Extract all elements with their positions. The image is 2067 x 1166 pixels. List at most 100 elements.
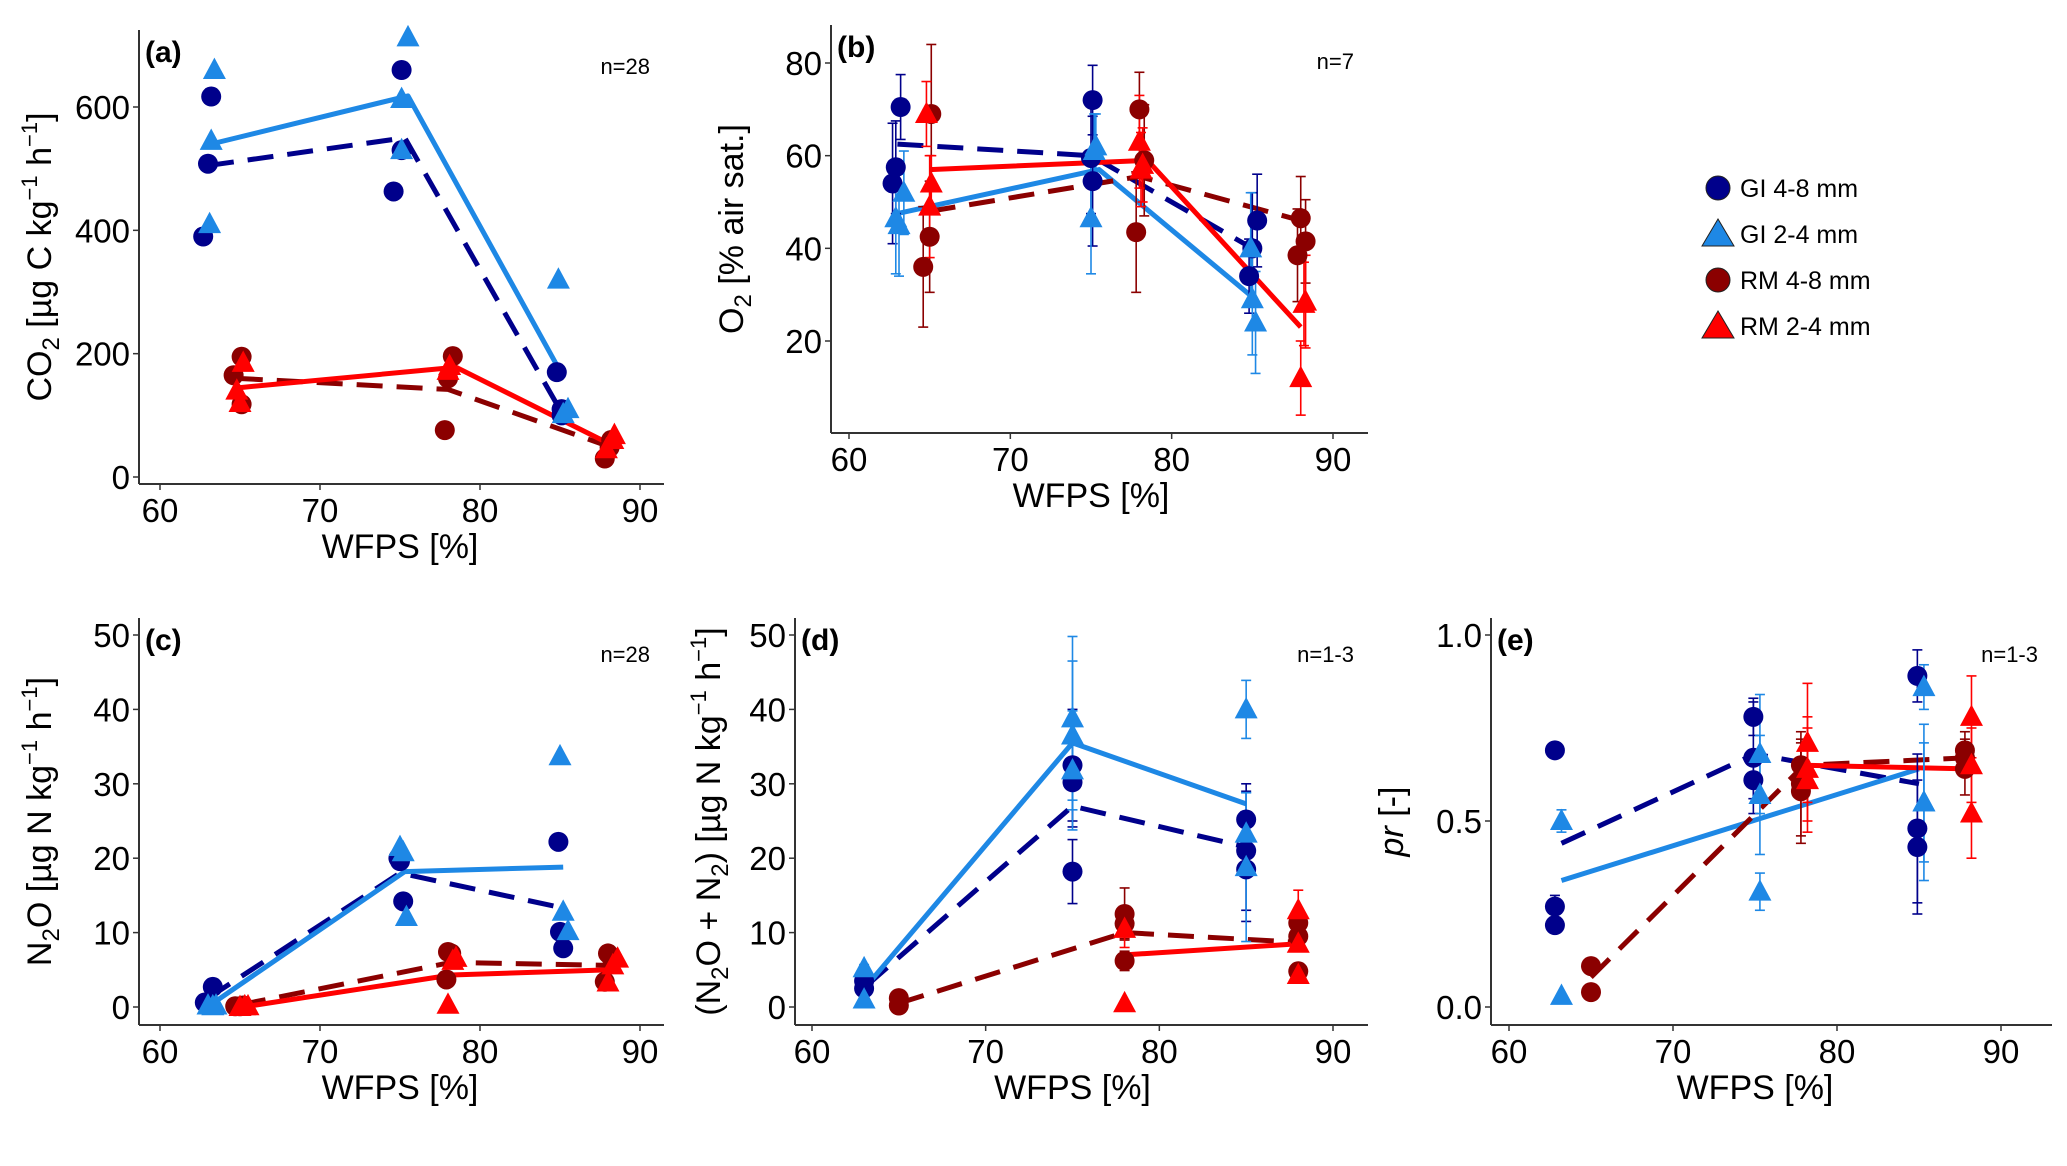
y-tick-label: 1.0: [1436, 617, 1482, 654]
series-line-rm-2-4-mm: [242, 967, 612, 1010]
y-tick-label: 10: [749, 915, 786, 952]
data-point-gi-2-4-mm: [1549, 808, 1573, 830]
data-point-gi-4-8-mm: [1082, 171, 1103, 192]
data-point-gi-2-4-mm: [1234, 697, 1258, 719]
x-tick-label: 80: [1141, 1033, 1178, 1070]
data-point-gi-2-4-mm: [1061, 758, 1084, 780]
x-tick-label: 80: [462, 492, 499, 529]
data-point-gi-2-4-mm: [390, 137, 414, 160]
legend-label: GI 2-4 mm: [1740, 221, 1858, 249]
data-point-rm-2-4-mm: [228, 390, 252, 412]
y-axis-title: CO2 [µg C kg−1 h−1]: [17, 112, 65, 401]
data-point-gi-2-4-mm: [556, 396, 580, 419]
data-point-gi-4-8-mm: [1544, 740, 1565, 761]
series-line-gi-4-8-mm: [207, 135, 566, 417]
data-point-rm-2-4-mm: [1795, 756, 1819, 778]
legend-triangle-icon: [1701, 310, 1735, 339]
data-point-rm-4-8-mm: [1126, 222, 1147, 243]
x-tick-label: 60: [831, 441, 868, 478]
data-point-gi-4-8-mm: [548, 831, 569, 852]
data-point-gi-2-4-mm: [551, 899, 575, 921]
data-point-gi-2-4-mm: [852, 955, 876, 978]
data-point-rm-2-4-mm: [1286, 931, 1310, 953]
series-line-rm-4-8-mm: [236, 375, 609, 449]
data-point-gi-4-8-mm: [1236, 809, 1257, 830]
data-point-gi-4-8-mm: [885, 157, 906, 178]
data-point-rm-2-4-mm: [596, 970, 620, 992]
data-point-rm-2-4-mm: [236, 993, 260, 1016]
data-point-rm-2-4-mm: [1959, 704, 1983, 726]
n-label: n=28: [600, 642, 650, 667]
data-point-gi-2-4-mm: [1239, 235, 1263, 258]
y-tick-label: 20: [749, 840, 786, 877]
data-point-gi-2-4-mm: [556, 918, 580, 941]
data-point-rm-4-8-mm: [913, 256, 934, 277]
x-tick-label: 90: [1315, 1033, 1352, 1070]
legend: GI 4-8 mm GI 2-4 mm RM 4-8 mm RM 2-4 mm: [1701, 175, 1871, 341]
panel-e: 60 70 80 90 0.0 0.5 1.0 WFPS [%] pr [-] (e) n=1-3: [1373, 617, 2052, 1107]
data-point-gi-4-8-mm: [882, 173, 903, 194]
y-axis-title: (N2O + N2) [µg N kg−1 h−1]: [686, 627, 734, 1015]
legend-label: GI 4-8 mm: [1740, 175, 1858, 203]
data-point-gi-4-8-mm: [383, 181, 404, 202]
data-point-gi-2-4-mm: [1244, 310, 1268, 332]
panel-tag: (d): [801, 624, 839, 657]
data-point-gi-4-8-mm: [1743, 706, 1764, 727]
data-point-rm-2-4-mm: [1795, 730, 1819, 752]
legend-item: RM 2-4 mm: [1701, 310, 1871, 341]
data-point-gi-4-8-mm: [546, 362, 567, 383]
data-point-gi-4-8-mm: [1082, 90, 1103, 111]
x-tick-label: 70: [967, 1033, 1004, 1070]
series-line-gi-2-4-mm: [1560, 766, 1920, 883]
data-point-gi-2-4-mm: [546, 267, 570, 289]
data-point-gi-4-8-mm: [1544, 915, 1565, 936]
data-point-gi-4-8-mm: [1236, 840, 1257, 861]
panel-c: 60 70 80 90 0 10 20 30 40 50 WFPS [%] N2O [µg N kg−…: [17, 617, 664, 1107]
data-point-rm-2-4-mm: [1286, 897, 1310, 920]
x-axis-title: WFPS [%]: [1013, 477, 1170, 515]
data-point-gi-2-4-mm: [1748, 782, 1772, 804]
y-tick-label: 10: [93, 915, 130, 952]
data-point-gi-2-4-mm: [391, 839, 415, 862]
data-point-rm-4-8-mm: [434, 420, 455, 441]
x-tick-label: 90: [1315, 441, 1352, 478]
data-point-gi-4-8-mm: [201, 86, 222, 107]
data-point-rm-4-8-mm: [1581, 982, 1601, 1003]
data-point-rm-2-4-mm: [1129, 157, 1153, 179]
y-tick-label: 50: [749, 617, 786, 654]
data-point-rm-2-4-mm: [1289, 365, 1313, 388]
y-tick-label: 60: [785, 138, 822, 175]
data-point-gi-4-8-mm: [391, 60, 412, 80]
data-point-gi-4-8-mm: [1544, 896, 1565, 917]
data-point-rm-2-4-mm: [444, 945, 468, 967]
series-line-rm-2-4-mm: [1804, 762, 1969, 772]
x-tick-label: 80: [1819, 1033, 1856, 1070]
x-tick-label: 60: [142, 1033, 179, 1070]
x-axis-title: WFPS [%]: [322, 528, 479, 566]
data-point-rm-2-4-mm: [918, 194, 942, 216]
data-point-gi-2-4-mm: [1061, 723, 1084, 745]
y-tick-label: 0: [112, 459, 130, 496]
data-point-rm-4-8-mm: [888, 995, 909, 1016]
data-point-gi-2-4-mm: [1240, 286, 1264, 309]
data-point-gi-2-4-mm: [390, 86, 414, 108]
data-point-gi-2-4-mm: [548, 743, 572, 766]
data-point-rm-2-4-mm: [919, 171, 943, 193]
legend-item: RM 4-8 mm: [1705, 267, 1871, 295]
data-point-gi-4-8-mm: [1743, 770, 1764, 791]
data-point-rm-4-8-mm: [1581, 956, 1601, 977]
data-point-gi-4-8-mm: [393, 891, 414, 912]
data-point-rm-2-4-mm: [914, 101, 938, 123]
data-point-rm-4-8-mm: [1290, 208, 1311, 229]
n-label: n=28: [600, 54, 650, 79]
y-tick-label: 50: [93, 617, 130, 654]
x-axis-title: WFPS [%]: [1677, 1069, 1834, 1107]
n-label: n=1-3: [1981, 642, 2038, 667]
x-tick-label: 70: [1655, 1033, 1692, 1070]
data-point-rm-4-8-mm: [1295, 231, 1316, 252]
data-point-gi-2-4-mm: [1079, 205, 1103, 228]
series-line-rm-4-8-mm: [898, 930, 1299, 1006]
n-label: n=1-3: [1297, 642, 1354, 667]
y-tick-label: 200: [75, 336, 130, 373]
data-point-gi-2-4-mm: [1912, 790, 1936, 812]
